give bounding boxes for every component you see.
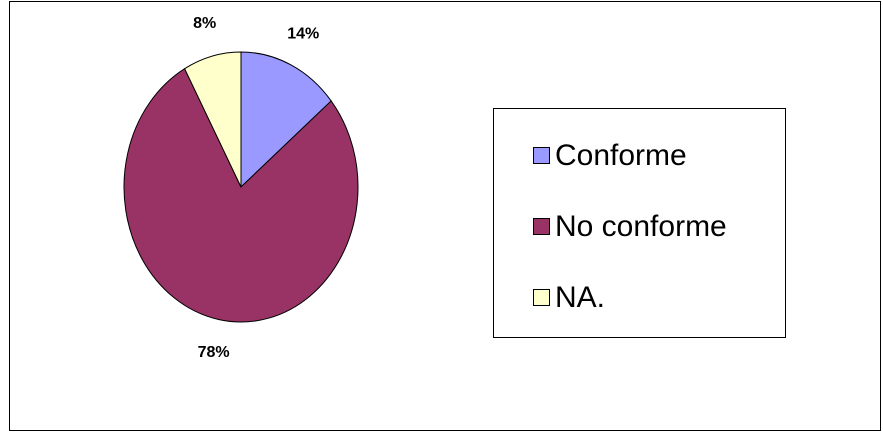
legend-swatch (533, 289, 550, 306)
legend-swatch (533, 218, 550, 235)
data-label: 14% (287, 26, 319, 43)
pie-slice (123, 67, 359, 323)
data-label: 78% (198, 344, 230, 361)
legend-swatch (533, 147, 550, 164)
pie-slice (240, 51, 332, 189)
legend-label: NA. (555, 281, 605, 314)
legend-label: No conforme (555, 210, 727, 243)
pie-slice (183, 51, 242, 188)
legend-label: Conforme (555, 139, 687, 172)
data-label: 8% (193, 15, 216, 32)
